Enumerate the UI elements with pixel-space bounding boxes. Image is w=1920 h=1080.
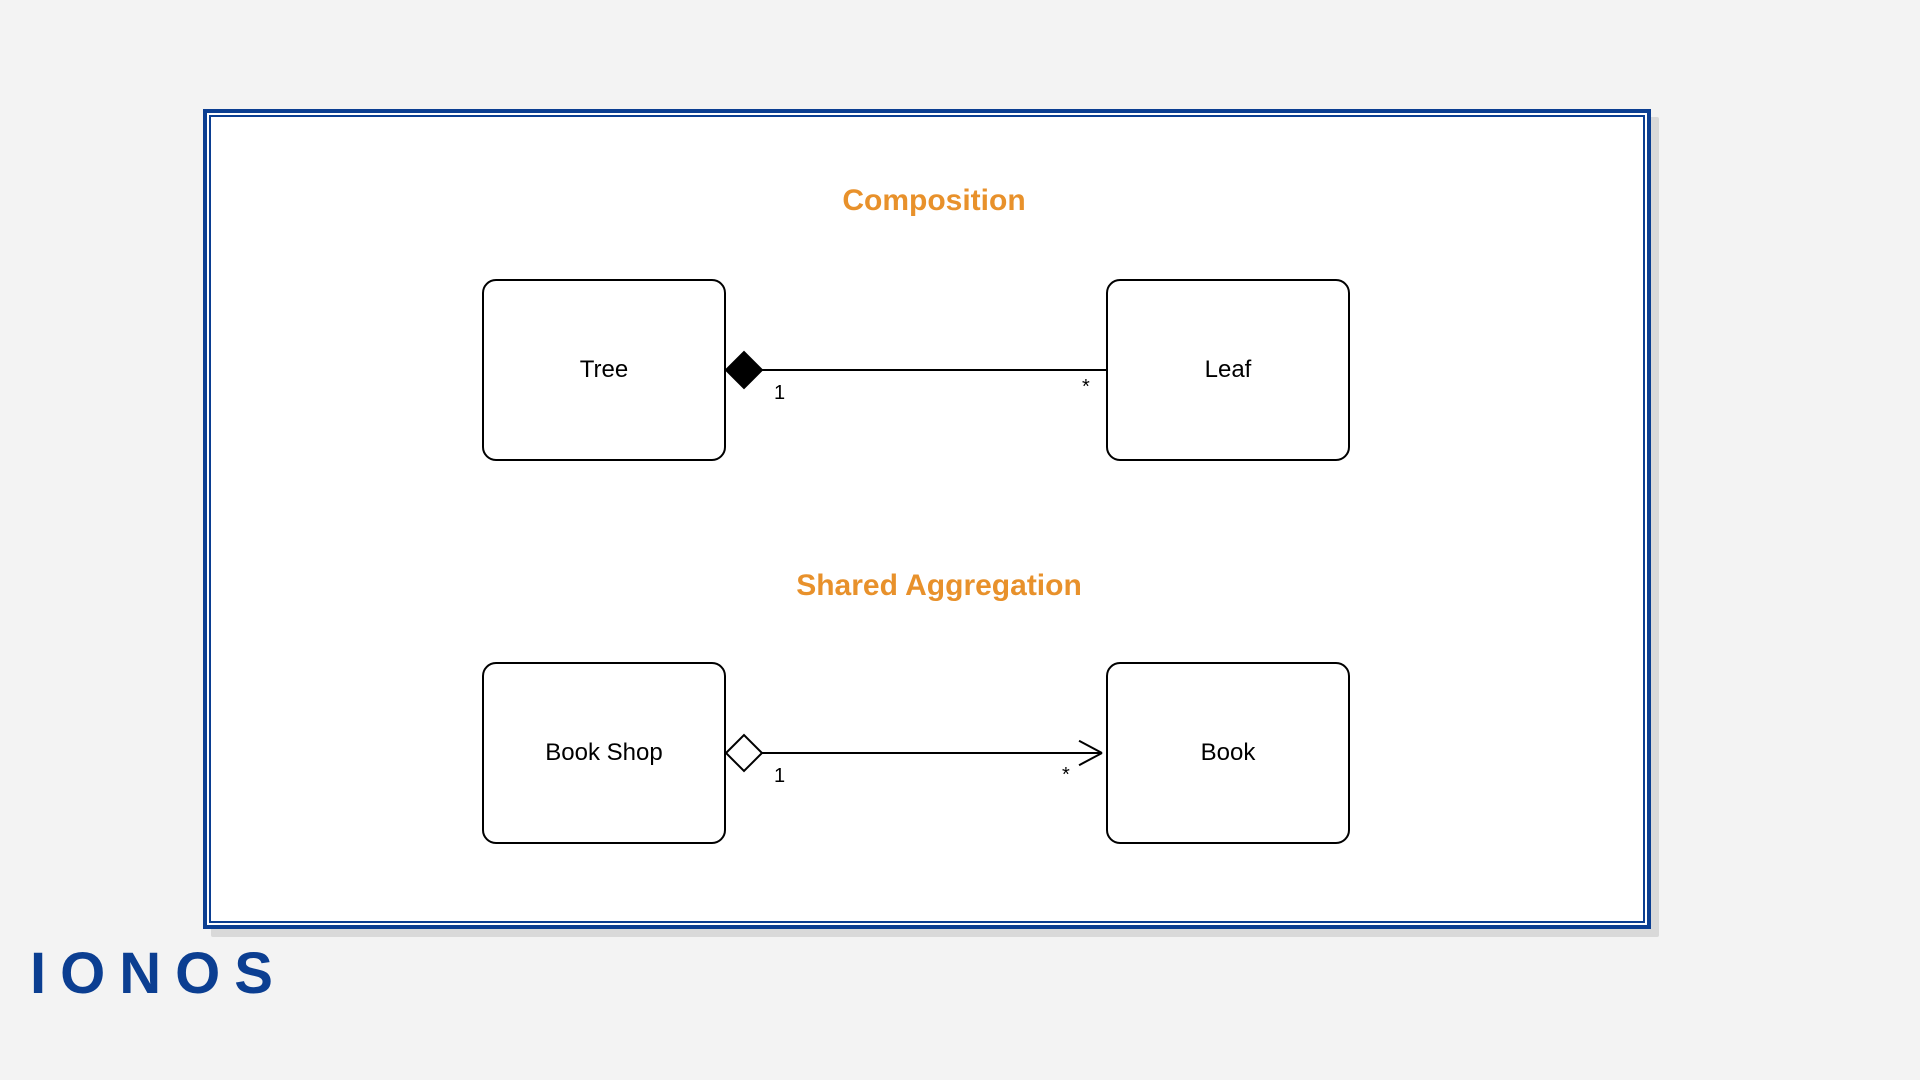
- aggregation-left-multiplicity: 1: [774, 765, 785, 788]
- composition-box-leaf-label: Leaf: [1205, 356, 1252, 384]
- aggregation-right-multiplicity: *: [1062, 764, 1070, 787]
- aggregation-box-book: Book: [1106, 662, 1350, 844]
- composition-box-leaf: Leaf: [1106, 279, 1350, 461]
- aggregation-box-book-label: Book: [1201, 739, 1256, 767]
- aggregation-box-bookshop: Book Shop: [482, 662, 726, 844]
- aggregation-box-bookshop-label: Book Shop: [545, 739, 662, 767]
- diagram-panel: Composition Shared Aggregation Tree Leaf…: [203, 109, 1651, 929]
- connector-overlay: [207, 113, 1655, 933]
- stage: Composition Shared Aggregation Tree Leaf…: [0, 0, 1920, 1080]
- composition-title: Composition: [824, 184, 1044, 218]
- composition-left-multiplicity: 1: [774, 382, 785, 405]
- composition-box-tree-label: Tree: [580, 356, 628, 384]
- ionos-logo: IONOS: [30, 940, 287, 1007]
- composition-right-multiplicity: *: [1082, 376, 1090, 399]
- aggregation-title: Shared Aggregation: [774, 569, 1104, 603]
- composition-box-tree: Tree: [482, 279, 726, 461]
